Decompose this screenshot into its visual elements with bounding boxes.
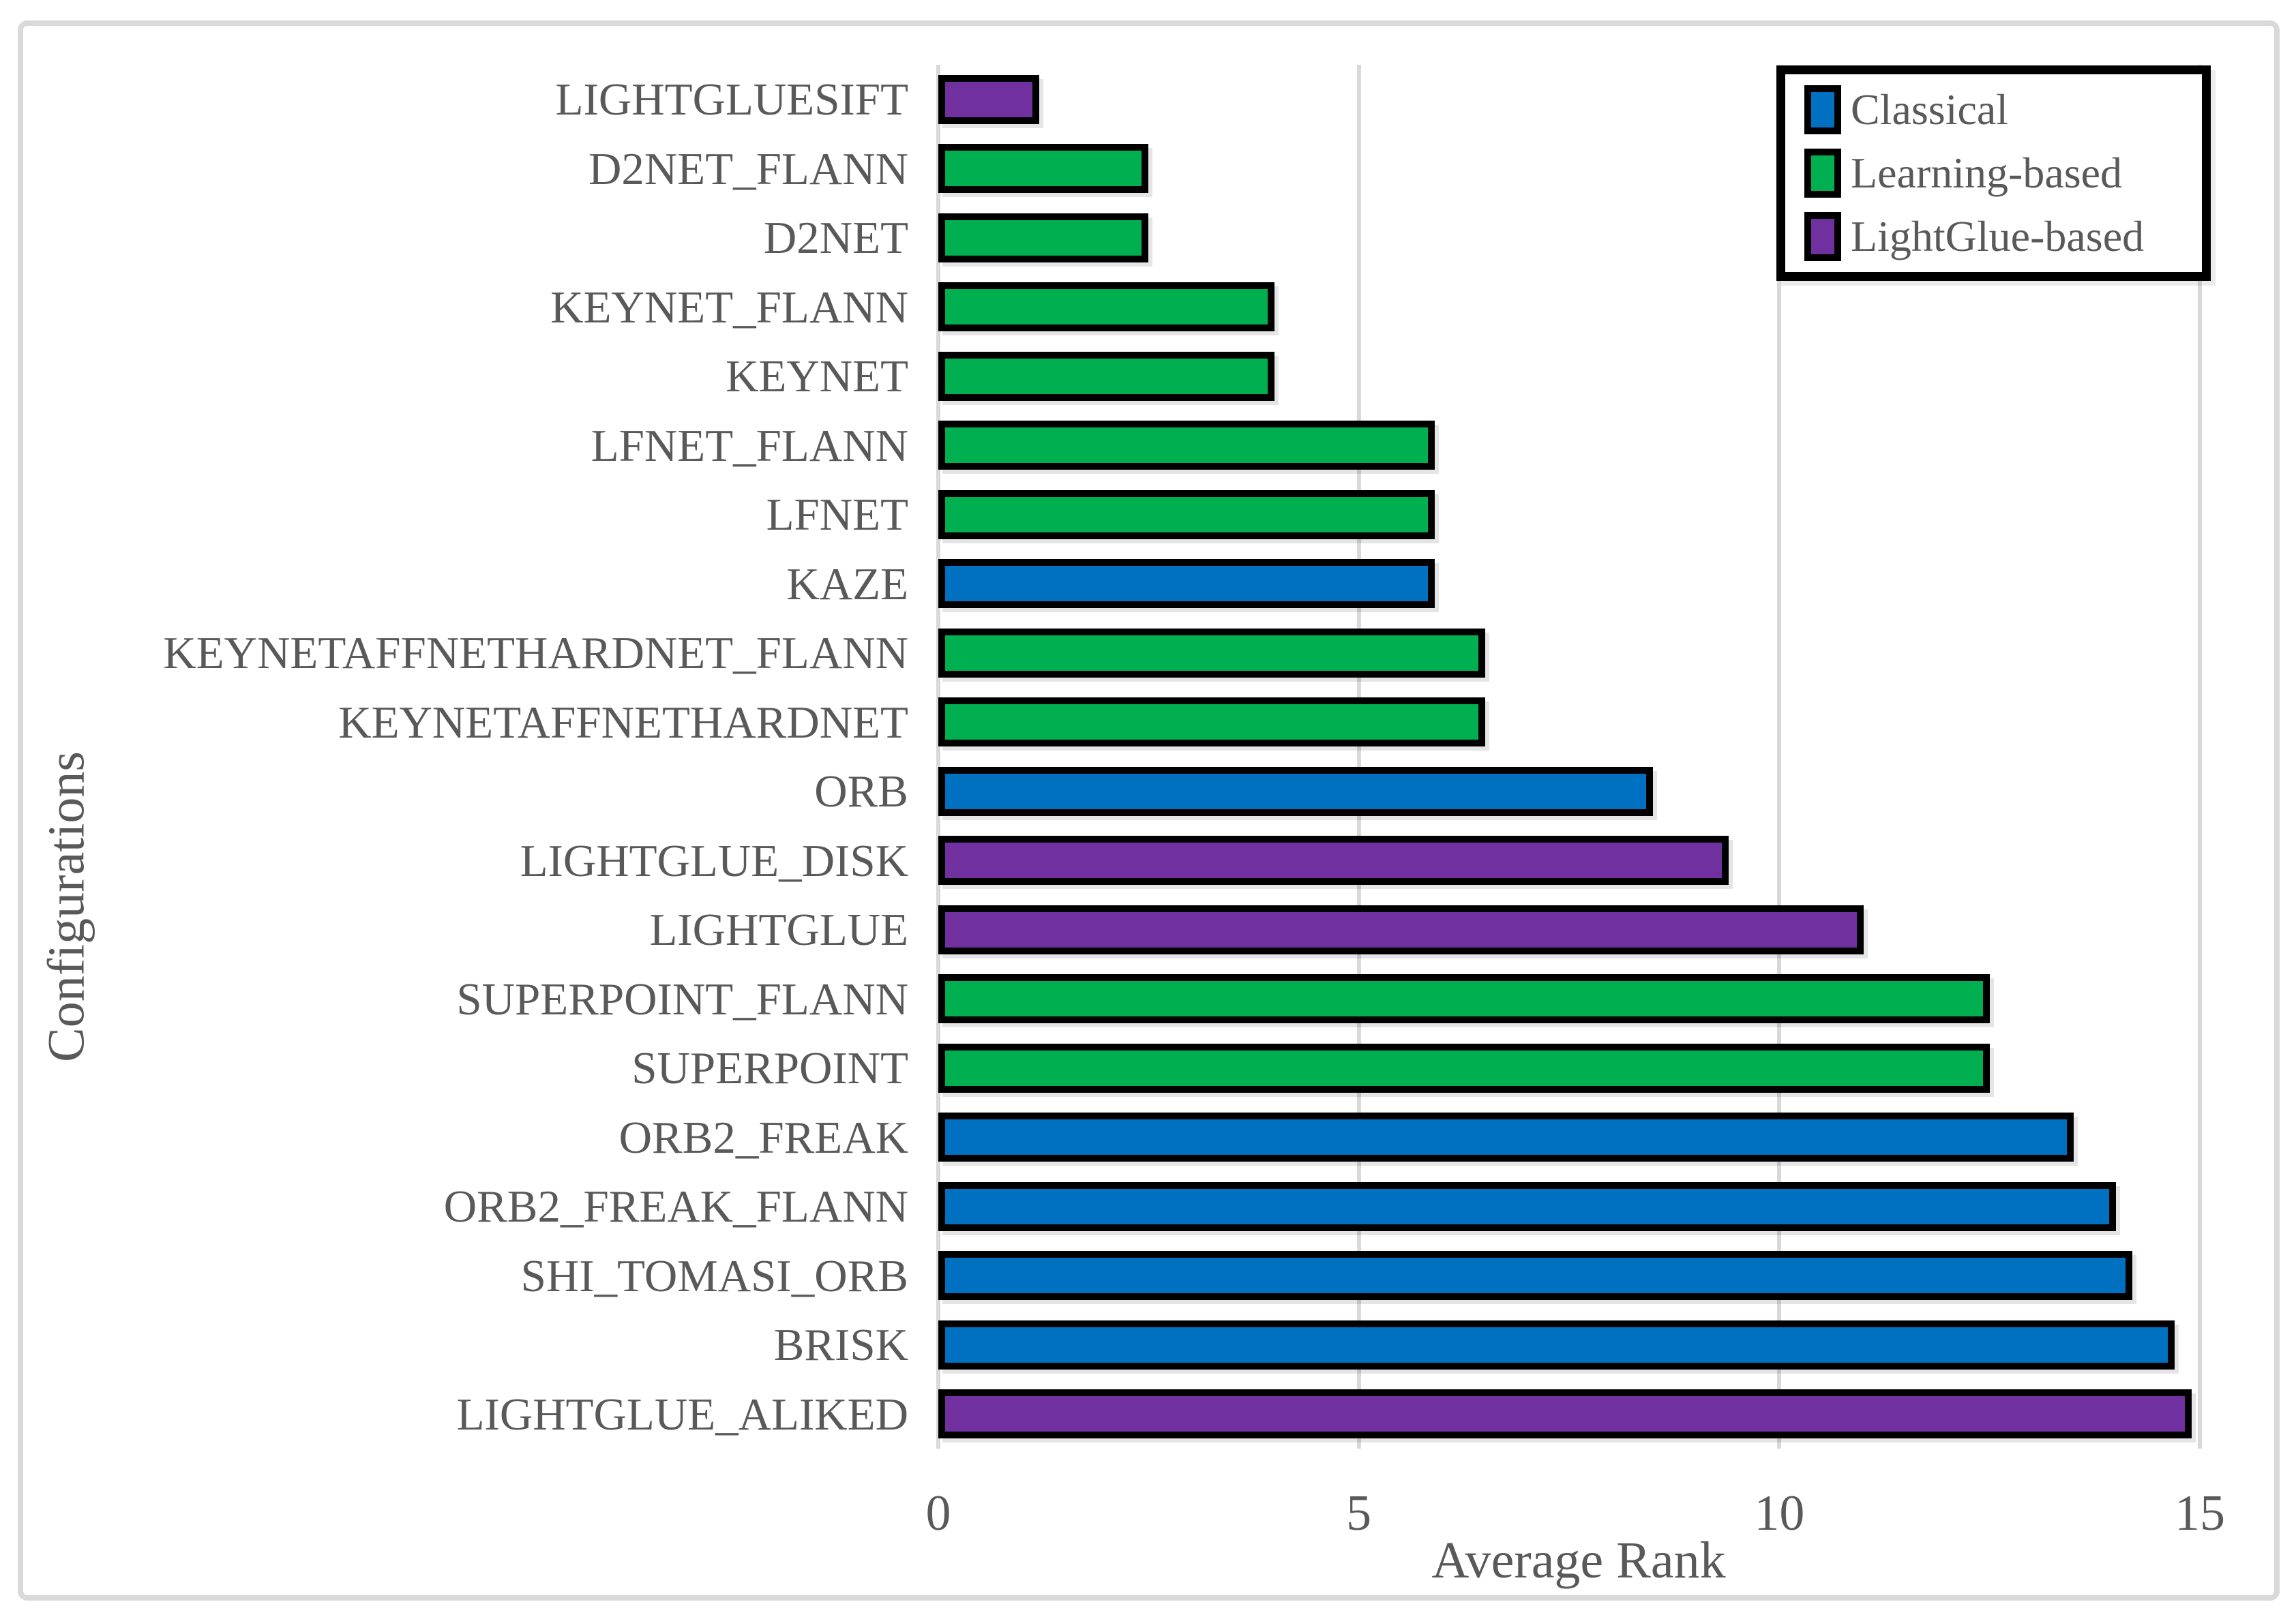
legend-item-classical: Classical — [1804, 85, 2202, 135]
bar-d2net — [938, 213, 1149, 262]
category-label-brisk: BRISK — [773, 1320, 908, 1370]
category-label-lightglue_disk: LIGHTGLUE_DISK — [520, 835, 908, 886]
bar-keynetaffnethardnet_flann — [938, 628, 1485, 678]
bar-orb — [938, 766, 1654, 816]
category-label-superpoint: SUPERPOINT — [631, 1043, 908, 1093]
category-label-lightglue_aliked: LIGHTGLUE_ALIKED — [456, 1389, 908, 1440]
category-label-shi_tomasi_orb: SHI_TOMASI_ORB — [520, 1250, 908, 1301]
bar-lfnet — [938, 489, 1435, 539]
legend-swatch-icon — [1804, 148, 1841, 198]
category-label-orb2_freak: ORB2_FREAK — [618, 1112, 908, 1163]
legend-box: Classical Learning-based LightGlue-based — [1776, 65, 2211, 281]
x-tick-15: 15 — [2175, 1485, 2225, 1541]
legend-item-lightglue-based: LightGlue-based — [1804, 211, 2202, 262]
legend-item-learning-based: Learning-based — [1804, 148, 2202, 198]
legend-label: LightGlue-based — [1851, 211, 2145, 260]
legend-swatch-icon — [1804, 85, 1841, 135]
bar-shi_tomasi_orb — [938, 1251, 2133, 1301]
category-label-kaze: KAZE — [786, 558, 908, 609]
bar-lfnet_flann — [938, 421, 1435, 470]
bar-lightglue_aliked — [938, 1389, 2192, 1439]
category-label-lfnet_flann: LFNET_FLANN — [591, 420, 908, 471]
category-label-lfnet: LFNET — [766, 489, 908, 540]
category-label-keynet: KEYNET — [726, 351, 908, 402]
x-tick-5: 5 — [1346, 1485, 1372, 1541]
bar-superpoint — [938, 1043, 1990, 1093]
y-axis-line — [936, 65, 940, 1449]
category-label-lightglue: LIGHTGLUE — [649, 905, 908, 955]
category-label-superpoint_flann: SUPERPOINT_FLANN — [456, 973, 908, 1025]
y-axis-title: Configurations — [38, 751, 95, 1062]
x-tick-0: 0 — [925, 1485, 951, 1541]
bar-kaze — [938, 559, 1435, 609]
legend-swatch-icon — [1804, 211, 1841, 261]
bar-brisk — [938, 1320, 2175, 1370]
bar-lightglue_disk — [938, 836, 1729, 886]
bar-keynet_flann — [938, 282, 1275, 332]
category-label-lightgluesift: LIGHTGLUESIFT — [555, 74, 908, 125]
x-axis-title: Average Rank — [1431, 1532, 1726, 1589]
category-label-keynetaffnethardnet: KEYNETAFFNETHARDNET — [338, 697, 908, 748]
category-label-d2net_flann: D2NET_FLANN — [588, 143, 908, 194]
category-label-orb2_freak_flann: ORB2_FREAK_FLANN — [443, 1181, 908, 1232]
gridline-10 — [1777, 65, 1782, 1449]
category-label-d2net: D2NET — [763, 213, 908, 263]
legend-label: Classical — [1851, 85, 2009, 134]
category-label-orb: ORB — [814, 766, 908, 817]
bar-keynetaffnethardnet — [938, 697, 1485, 747]
gridline-15 — [2198, 65, 2202, 1449]
bar-orb2_freak — [938, 1113, 2074, 1162]
bar-lightglue — [938, 905, 1864, 954]
category-label-keynet_flann: KEYNET_FLANN — [550, 282, 908, 333]
x-tick-10: 10 — [1754, 1485, 1805, 1541]
bar-orb2_freak_flann — [938, 1181, 2116, 1231]
bar-keynet — [938, 351, 1275, 401]
legend-label: Learning-based — [1851, 148, 2123, 197]
bar-d2net_flann — [938, 144, 1149, 194]
category-label-keynetaffnethardnet_flann: KEYNETAFFNETHARDNET_FLANN — [163, 628, 908, 678]
bar-lightgluesift — [938, 74, 1039, 124]
bar-superpoint_flann — [938, 974, 1990, 1024]
gridline-5 — [1356, 65, 1361, 1449]
